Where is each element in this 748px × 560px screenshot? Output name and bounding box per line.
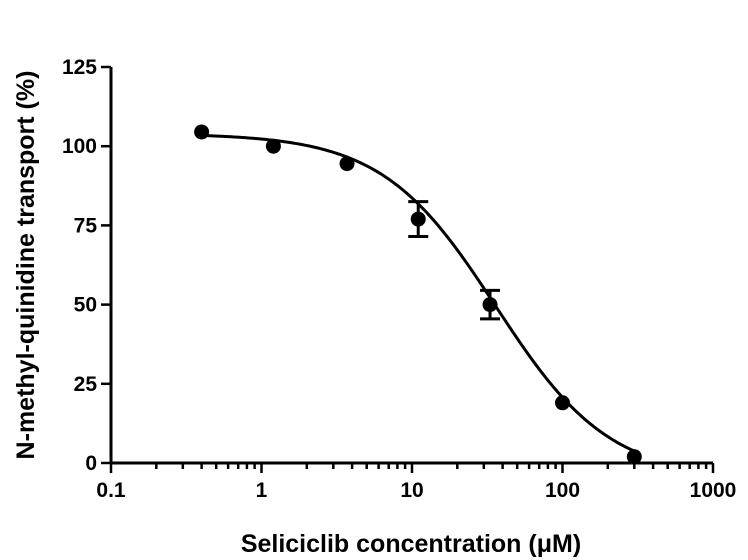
data-point bbox=[482, 297, 498, 313]
y-tick-label: 75 bbox=[74, 214, 98, 237]
y-tick-label: 50 bbox=[74, 294, 97, 317]
ticks: 0 25 50 75 100 125 0.1 1 10 100 1000 bbox=[62, 56, 736, 502]
data-point bbox=[265, 138, 281, 154]
data-point bbox=[410, 211, 426, 227]
x-tick-label: 10 bbox=[400, 479, 423, 502]
x-axis-title: Seliciclib concentration (μM) bbox=[241, 530, 581, 558]
x-tick-label: 100 bbox=[545, 479, 580, 502]
y-axis-title: N-methyl-quinidine transport (%) bbox=[12, 71, 40, 460]
y-tick-label: 100 bbox=[62, 135, 97, 158]
data-point bbox=[194, 124, 210, 140]
x-tick-label: 1000 bbox=[690, 479, 737, 502]
y-tick-label: 125 bbox=[62, 56, 97, 79]
data-point bbox=[339, 156, 355, 172]
data-points bbox=[194, 124, 642, 465]
y-tick-label: 25 bbox=[74, 373, 98, 396]
data-point bbox=[626, 449, 642, 465]
x-tick-label: 0.1 bbox=[96, 479, 126, 502]
y-tick-label: 0 bbox=[85, 452, 97, 475]
data-point bbox=[555, 395, 570, 411]
x-tick-label: 1 bbox=[256, 479, 268, 502]
